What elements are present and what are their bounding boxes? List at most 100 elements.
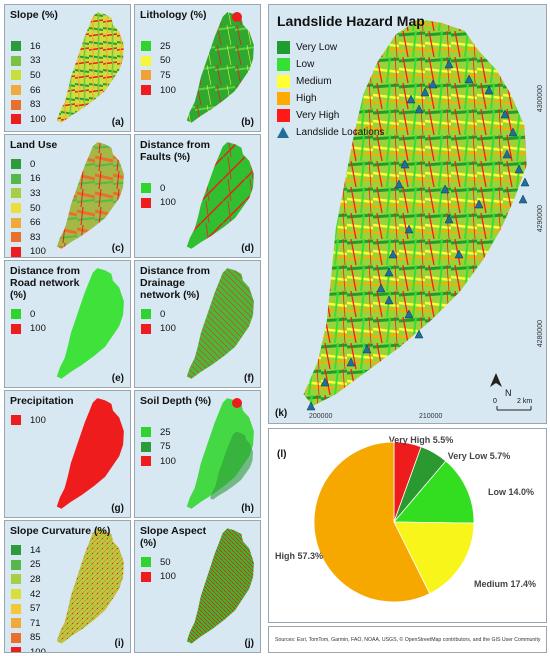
legend-item: 100 bbox=[11, 112, 46, 127]
pie-slice-medium bbox=[393, 521, 475, 595]
panel-label-l: (l) bbox=[277, 449, 287, 460]
x-tick: 200000 bbox=[309, 413, 333, 420]
legend-item: 100 bbox=[141, 322, 176, 337]
legend-swatch bbox=[11, 545, 21, 556]
landslide-location-marker bbox=[306, 401, 316, 411]
legend-swatch bbox=[141, 85, 151, 96]
legend-label: 0 bbox=[160, 308, 166, 320]
hazard-legend-label: Very Low bbox=[296, 42, 338, 53]
legend-item: 100 bbox=[141, 570, 176, 585]
factor-map-i bbox=[56, 528, 124, 644]
legend-label: 42 bbox=[30, 588, 41, 600]
legend-label: 0 bbox=[160, 182, 166, 194]
factor-panel-j: Slope Aspect (%) 50 100 (j) bbox=[134, 520, 261, 653]
legend-item: 0 bbox=[141, 307, 176, 322]
scale-zero: 0 bbox=[493, 398, 497, 405]
legend-swatch bbox=[11, 41, 21, 52]
panel-label-h: (h) bbox=[241, 503, 254, 514]
legend-label: 0 bbox=[30, 308, 36, 320]
landslide-location-marker bbox=[320, 377, 330, 387]
hazard-swatch bbox=[277, 92, 290, 105]
landslide-location-marker bbox=[518, 194, 528, 204]
factor-map-d bbox=[186, 142, 254, 249]
factor-map-h bbox=[186, 398, 254, 509]
panel-title-c: Land Use bbox=[10, 139, 58, 151]
landslide-location-marker bbox=[484, 85, 494, 95]
legend-item: 75 bbox=[141, 68, 176, 83]
landslide-location-marker bbox=[502, 149, 512, 159]
hazard-legend-label: Low bbox=[296, 59, 315, 70]
legend-label: 100 bbox=[30, 414, 46, 426]
hazard-legend-item: High bbox=[277, 90, 384, 107]
legend-label: 100 bbox=[160, 323, 176, 335]
legend-label: 33 bbox=[30, 187, 41, 199]
hazard-map-panel: Landslide Hazard Map Very Low Low Medium Hi… bbox=[268, 4, 547, 424]
hazard-legend: Very Low Low Medium High Very High Landslide … bbox=[277, 39, 384, 141]
panel-legend-d: 0 100 bbox=[141, 181, 176, 210]
legend-swatch bbox=[141, 323, 151, 334]
legend-label: 25 bbox=[30, 559, 41, 571]
legend-item: 0 bbox=[141, 181, 176, 196]
legend-item: 71 bbox=[11, 616, 46, 631]
factor-map-g bbox=[56, 398, 124, 509]
legend-swatch bbox=[11, 114, 21, 125]
landslide-location-marker bbox=[346, 357, 356, 367]
panel-title-i: Slope Curvature (%) bbox=[10, 525, 111, 537]
legend-swatch bbox=[11, 246, 21, 257]
legend-label: 100 bbox=[160, 571, 176, 583]
legend-label: 57 bbox=[30, 603, 41, 615]
legend-swatch bbox=[141, 571, 151, 582]
panel-label-e: (e) bbox=[111, 373, 124, 384]
legend-swatch bbox=[11, 55, 21, 66]
factor-panel-f: Distance from Drainage network (%) 0 100 (f… bbox=[134, 260, 261, 388]
triangle-icon bbox=[277, 127, 289, 138]
landslide-location-marker bbox=[404, 224, 414, 234]
factor-map-b bbox=[186, 12, 254, 123]
hazard-swatch bbox=[277, 75, 290, 88]
legend-label: 100 bbox=[30, 323, 46, 335]
legend-item: 28 bbox=[11, 572, 46, 587]
legend-swatch bbox=[141, 41, 151, 52]
landslide-location-marker bbox=[474, 199, 484, 209]
panel-legend-i: 14 25 28 42 57 71 85 100 bbox=[11, 543, 46, 652]
legend-label: 83 bbox=[30, 231, 41, 243]
legend-item: 100 bbox=[141, 454, 176, 469]
legend-item: 33 bbox=[11, 186, 46, 201]
hazard-legend-item: Landslide Locations bbox=[277, 124, 384, 141]
hazard-legend-label: Landslide Locations bbox=[296, 127, 385, 138]
legend-item: 14 bbox=[11, 543, 46, 558]
panel-legend-h: 25 75 100 bbox=[141, 425, 176, 469]
panel-title-d: Distance from Faults (%) bbox=[140, 139, 211, 163]
hazard-legend-item: Medium bbox=[277, 73, 384, 90]
landslide-location-marker bbox=[454, 249, 464, 259]
landslide-location-marker bbox=[420, 87, 430, 97]
panel-label-k: (k) bbox=[275, 408, 288, 419]
pie-slice-low bbox=[393, 460, 475, 524]
legend-swatch bbox=[11, 559, 21, 570]
legend-swatch bbox=[11, 309, 21, 320]
legend-item: 100 bbox=[11, 245, 46, 258]
legend-item: 100 bbox=[141, 196, 176, 211]
landslide-location-marker bbox=[500, 109, 510, 119]
factor-panel-d: Distance from Faults (%) 0 100 (d) bbox=[134, 134, 261, 258]
legend-item: 66 bbox=[11, 215, 46, 230]
legend-label: 75 bbox=[160, 69, 171, 81]
pie-label-very-low: Very Low 5.7% bbox=[448, 451, 511, 461]
north-arrow bbox=[490, 373, 502, 387]
legend-swatch bbox=[11, 603, 21, 614]
hazard-swatch bbox=[277, 41, 290, 54]
hazard-map-island bbox=[303, 18, 532, 411]
landslide-location-marker bbox=[414, 329, 424, 339]
legend-label: 100 bbox=[160, 84, 176, 96]
landslide-location-marker bbox=[508, 127, 518, 137]
hazard-legend-label: Medium bbox=[296, 76, 332, 87]
legend-item: 100 bbox=[11, 413, 46, 428]
legend-swatch bbox=[141, 183, 151, 194]
landslide-location-marker bbox=[376, 283, 386, 293]
legend-label: 33 bbox=[30, 55, 41, 67]
legend-item: 100 bbox=[11, 645, 46, 652]
legend-swatch bbox=[11, 99, 21, 110]
north-label: N bbox=[505, 388, 512, 398]
legend-label: 100 bbox=[30, 246, 46, 258]
legend-label: 50 bbox=[30, 69, 41, 81]
